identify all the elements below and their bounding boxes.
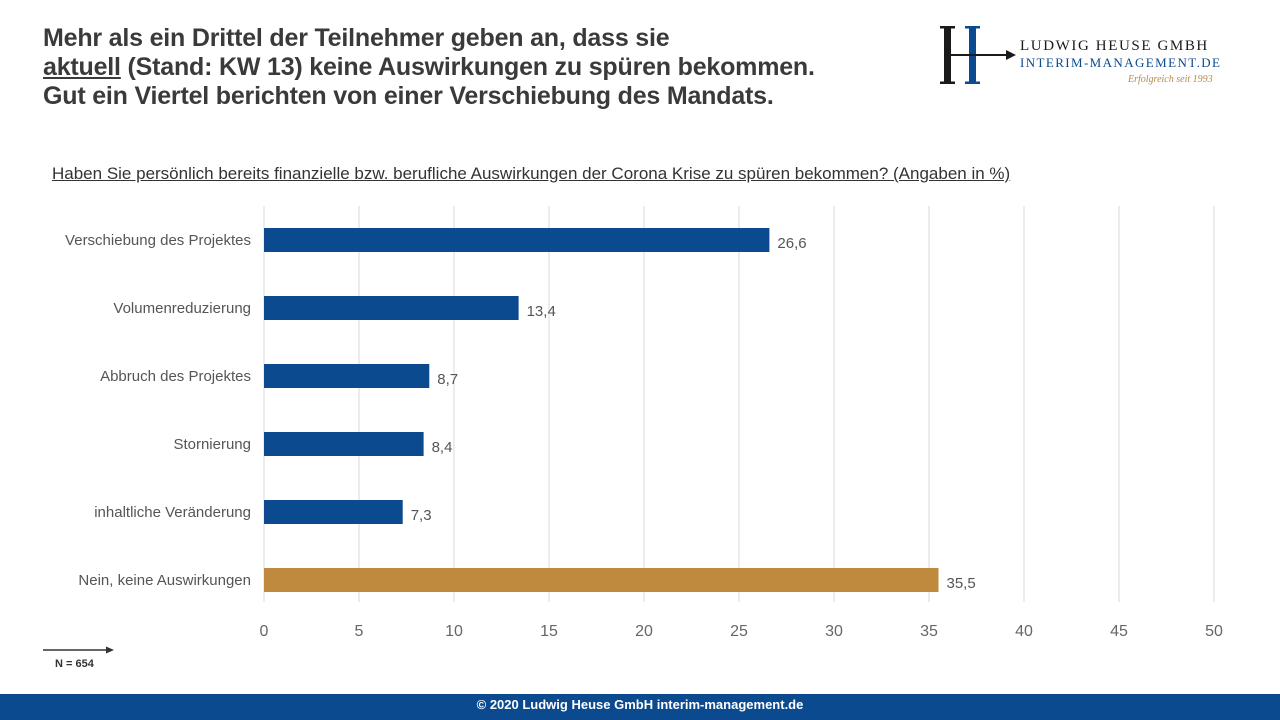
- headline-line-1: Mehr als ein Drittel der Teilnehmer gebe…: [43, 24, 670, 52]
- x-tick-label: 0: [260, 623, 269, 640]
- arrow-icon: [43, 646, 114, 654]
- company-logo: LUDWIG HEUSE GMBH INTERIM-MANAGEMENT.DE …: [940, 24, 1240, 94]
- data-label: 8,4: [432, 439, 453, 456]
- logo-company-name: LUDWIG HEUSE GMBH: [1020, 38, 1209, 54]
- bar-chart: 0 5 10 15 20 25 30 35 40 45 50 Verschiebung des Pro…: [65, 206, 1223, 640]
- logo-tagline: Erfolgreich seit 1993: [1128, 74, 1213, 85]
- x-tick-label: 5: [355, 623, 364, 640]
- x-tick-label: 35: [920, 623, 938, 640]
- bar: [264, 500, 403, 524]
- data-label: 7,3: [411, 507, 432, 524]
- x-tick-label: 30: [825, 623, 843, 640]
- data-label: 8,7: [437, 371, 458, 388]
- category-label: Nein, keine Auswirkungen: [78, 572, 251, 589]
- x-tick-label: 10: [445, 623, 463, 640]
- category-label: Volumenreduzierung: [113, 300, 251, 317]
- category-label: Stornierung: [173, 436, 251, 453]
- chart-question: Haben Sie persönlich bereits finanzielle…: [52, 164, 1011, 183]
- category-label: Verschiebung des Projektes: [65, 232, 251, 249]
- headline-line-3: Gut ein Viertel berichten von einer Vers…: [43, 82, 774, 110]
- x-tick-label: 15: [540, 623, 558, 640]
- bar: [264, 228, 770, 252]
- x-tick-label: 50: [1205, 623, 1223, 640]
- x-tick-label: 40: [1015, 623, 1033, 640]
- x-tick-label: 45: [1110, 623, 1128, 640]
- lh-monogram-icon: [940, 26, 1016, 84]
- bar: [264, 568, 939, 592]
- category-label: Abbruch des Projektes: [100, 368, 251, 385]
- bar: [264, 296, 519, 320]
- data-label: 35,5: [947, 575, 976, 592]
- footer-copyright: © 2020 Ludwig Heuse GmbH interim-managem…: [476, 697, 804, 712]
- logo-website: INTERIM-MANAGEMENT.DE: [1020, 55, 1222, 70]
- data-label: 13,4: [527, 303, 556, 320]
- bar: [264, 432, 424, 456]
- page-headline: Mehr als ein Drittel der Teilnehmer gebe…: [43, 24, 923, 111]
- headline-line-2: aktuell (Stand: KW 13) keine Auswirkunge…: [43, 53, 923, 82]
- x-tick-label: 20: [635, 623, 653, 640]
- bar: [264, 364, 430, 388]
- data-label: 26,6: [777, 235, 806, 252]
- sample-size: N = 654: [55, 658, 94, 670]
- headline-line-2-rest: (Stand: KW 13) keine Auswirkungen zu spü…: [120, 53, 815, 81]
- x-tick-label: 25: [730, 623, 748, 640]
- headline-underlined-word: aktuell: [43, 53, 121, 81]
- category-label: inhaltliche Veränderung: [94, 504, 251, 521]
- footer-bar: © 2020 Ludwig Heuse GmbH interim-managem…: [0, 694, 1280, 720]
